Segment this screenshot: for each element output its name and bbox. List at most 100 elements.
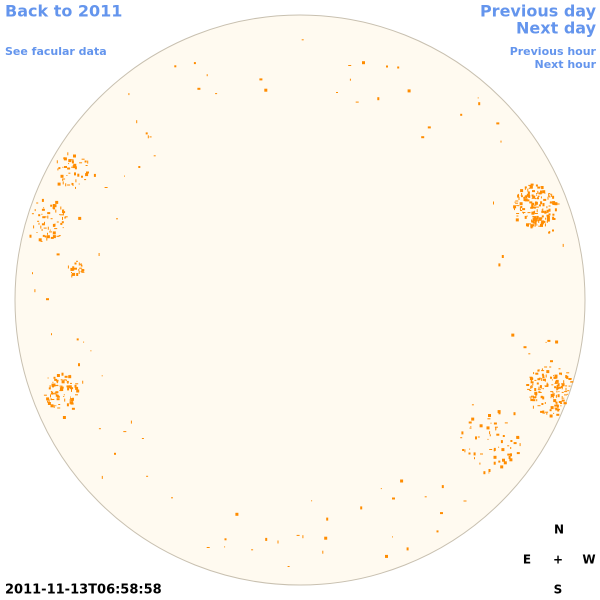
facula [440, 512, 443, 515]
facula [528, 192, 530, 194]
facula [549, 201, 552, 204]
facula [81, 269, 84, 272]
facula [517, 205, 520, 207]
back-link[interactable]: Back to 2011 [5, 2, 122, 21]
next-day-link[interactable]: Next day [516, 19, 597, 38]
facula [62, 178, 64, 181]
facula [38, 238, 42, 242]
facula [550, 394, 554, 397]
facula [74, 166, 77, 170]
next-hour-link[interactable]: Next hour [535, 58, 597, 71]
facular-link[interactable]: See facular data [5, 45, 107, 58]
facula [521, 193, 523, 195]
facula [493, 447, 496, 451]
facula [47, 377, 49, 379]
facula [541, 370, 545, 372]
facula [68, 163, 70, 165]
facula [52, 384, 54, 386]
facula [61, 221, 64, 224]
facula [57, 407, 61, 409]
facula [67, 265, 69, 269]
facula [560, 386, 563, 388]
facula [550, 397, 552, 399]
facula [516, 435, 520, 439]
previous-day-link[interactable]: Previous day [480, 2, 597, 21]
facula [489, 431, 491, 435]
facula [552, 396, 554, 399]
facula [47, 226, 49, 230]
facula [550, 376, 552, 378]
facula [67, 382, 69, 384]
facula [529, 201, 533, 204]
facula [84, 179, 87, 181]
facula [474, 457, 475, 460]
facula [556, 413, 560, 416]
facula [101, 375, 103, 377]
facula [82, 380, 84, 384]
facula [528, 195, 530, 197]
facula [79, 162, 83, 164]
facula [556, 390, 558, 393]
facula [538, 225, 542, 227]
facula [536, 215, 539, 219]
facula [171, 497, 173, 499]
facula [67, 152, 69, 156]
facula [56, 374, 60, 377]
facula [564, 394, 567, 396]
facula [487, 418, 491, 420]
facula [546, 412, 548, 415]
facula [48, 387, 51, 390]
facula [38, 222, 40, 225]
facula [524, 198, 528, 202]
facula [531, 219, 533, 223]
facula [548, 193, 551, 195]
facula [56, 380, 59, 383]
facula [136, 120, 138, 124]
facula [296, 534, 300, 536]
facula [464, 449, 466, 453]
facula [565, 385, 568, 387]
facula [47, 215, 49, 219]
facula [564, 391, 568, 393]
facula [67, 184, 71, 186]
facula [533, 372, 535, 375]
facula [518, 197, 520, 200]
facula [478, 102, 481, 106]
facula [563, 380, 565, 384]
facula [421, 136, 425, 139]
facula [326, 517, 329, 521]
previous-hour-link[interactable]: Previous hour [510, 45, 597, 58]
facula [460, 113, 463, 116]
facula [520, 210, 523, 211]
facula [138, 166, 141, 168]
facula [549, 414, 553, 418]
facula [114, 452, 116, 455]
facula [277, 540, 279, 544]
facula [532, 383, 534, 386]
facula [83, 341, 85, 343]
facula [538, 204, 541, 207]
facula [516, 205, 518, 206]
facula [58, 167, 61, 170]
facula [44, 235, 47, 238]
facula [551, 392, 554, 394]
facula [550, 360, 553, 363]
facula [68, 172, 71, 174]
facula [54, 204, 57, 208]
facula [521, 196, 523, 198]
facula [41, 198, 44, 202]
compass-s: S [554, 583, 563, 597]
facula [479, 462, 481, 465]
facula [53, 383, 56, 387]
facula [558, 401, 562, 403]
facula [54, 378, 58, 381]
facula [541, 209, 543, 211]
facula [385, 554, 388, 558]
facula [543, 220, 546, 223]
facula [554, 208, 557, 212]
facula [36, 202, 39, 204]
facula [556, 404, 559, 408]
facula [477, 436, 480, 438]
facula [488, 469, 491, 472]
facula [500, 140, 502, 143]
